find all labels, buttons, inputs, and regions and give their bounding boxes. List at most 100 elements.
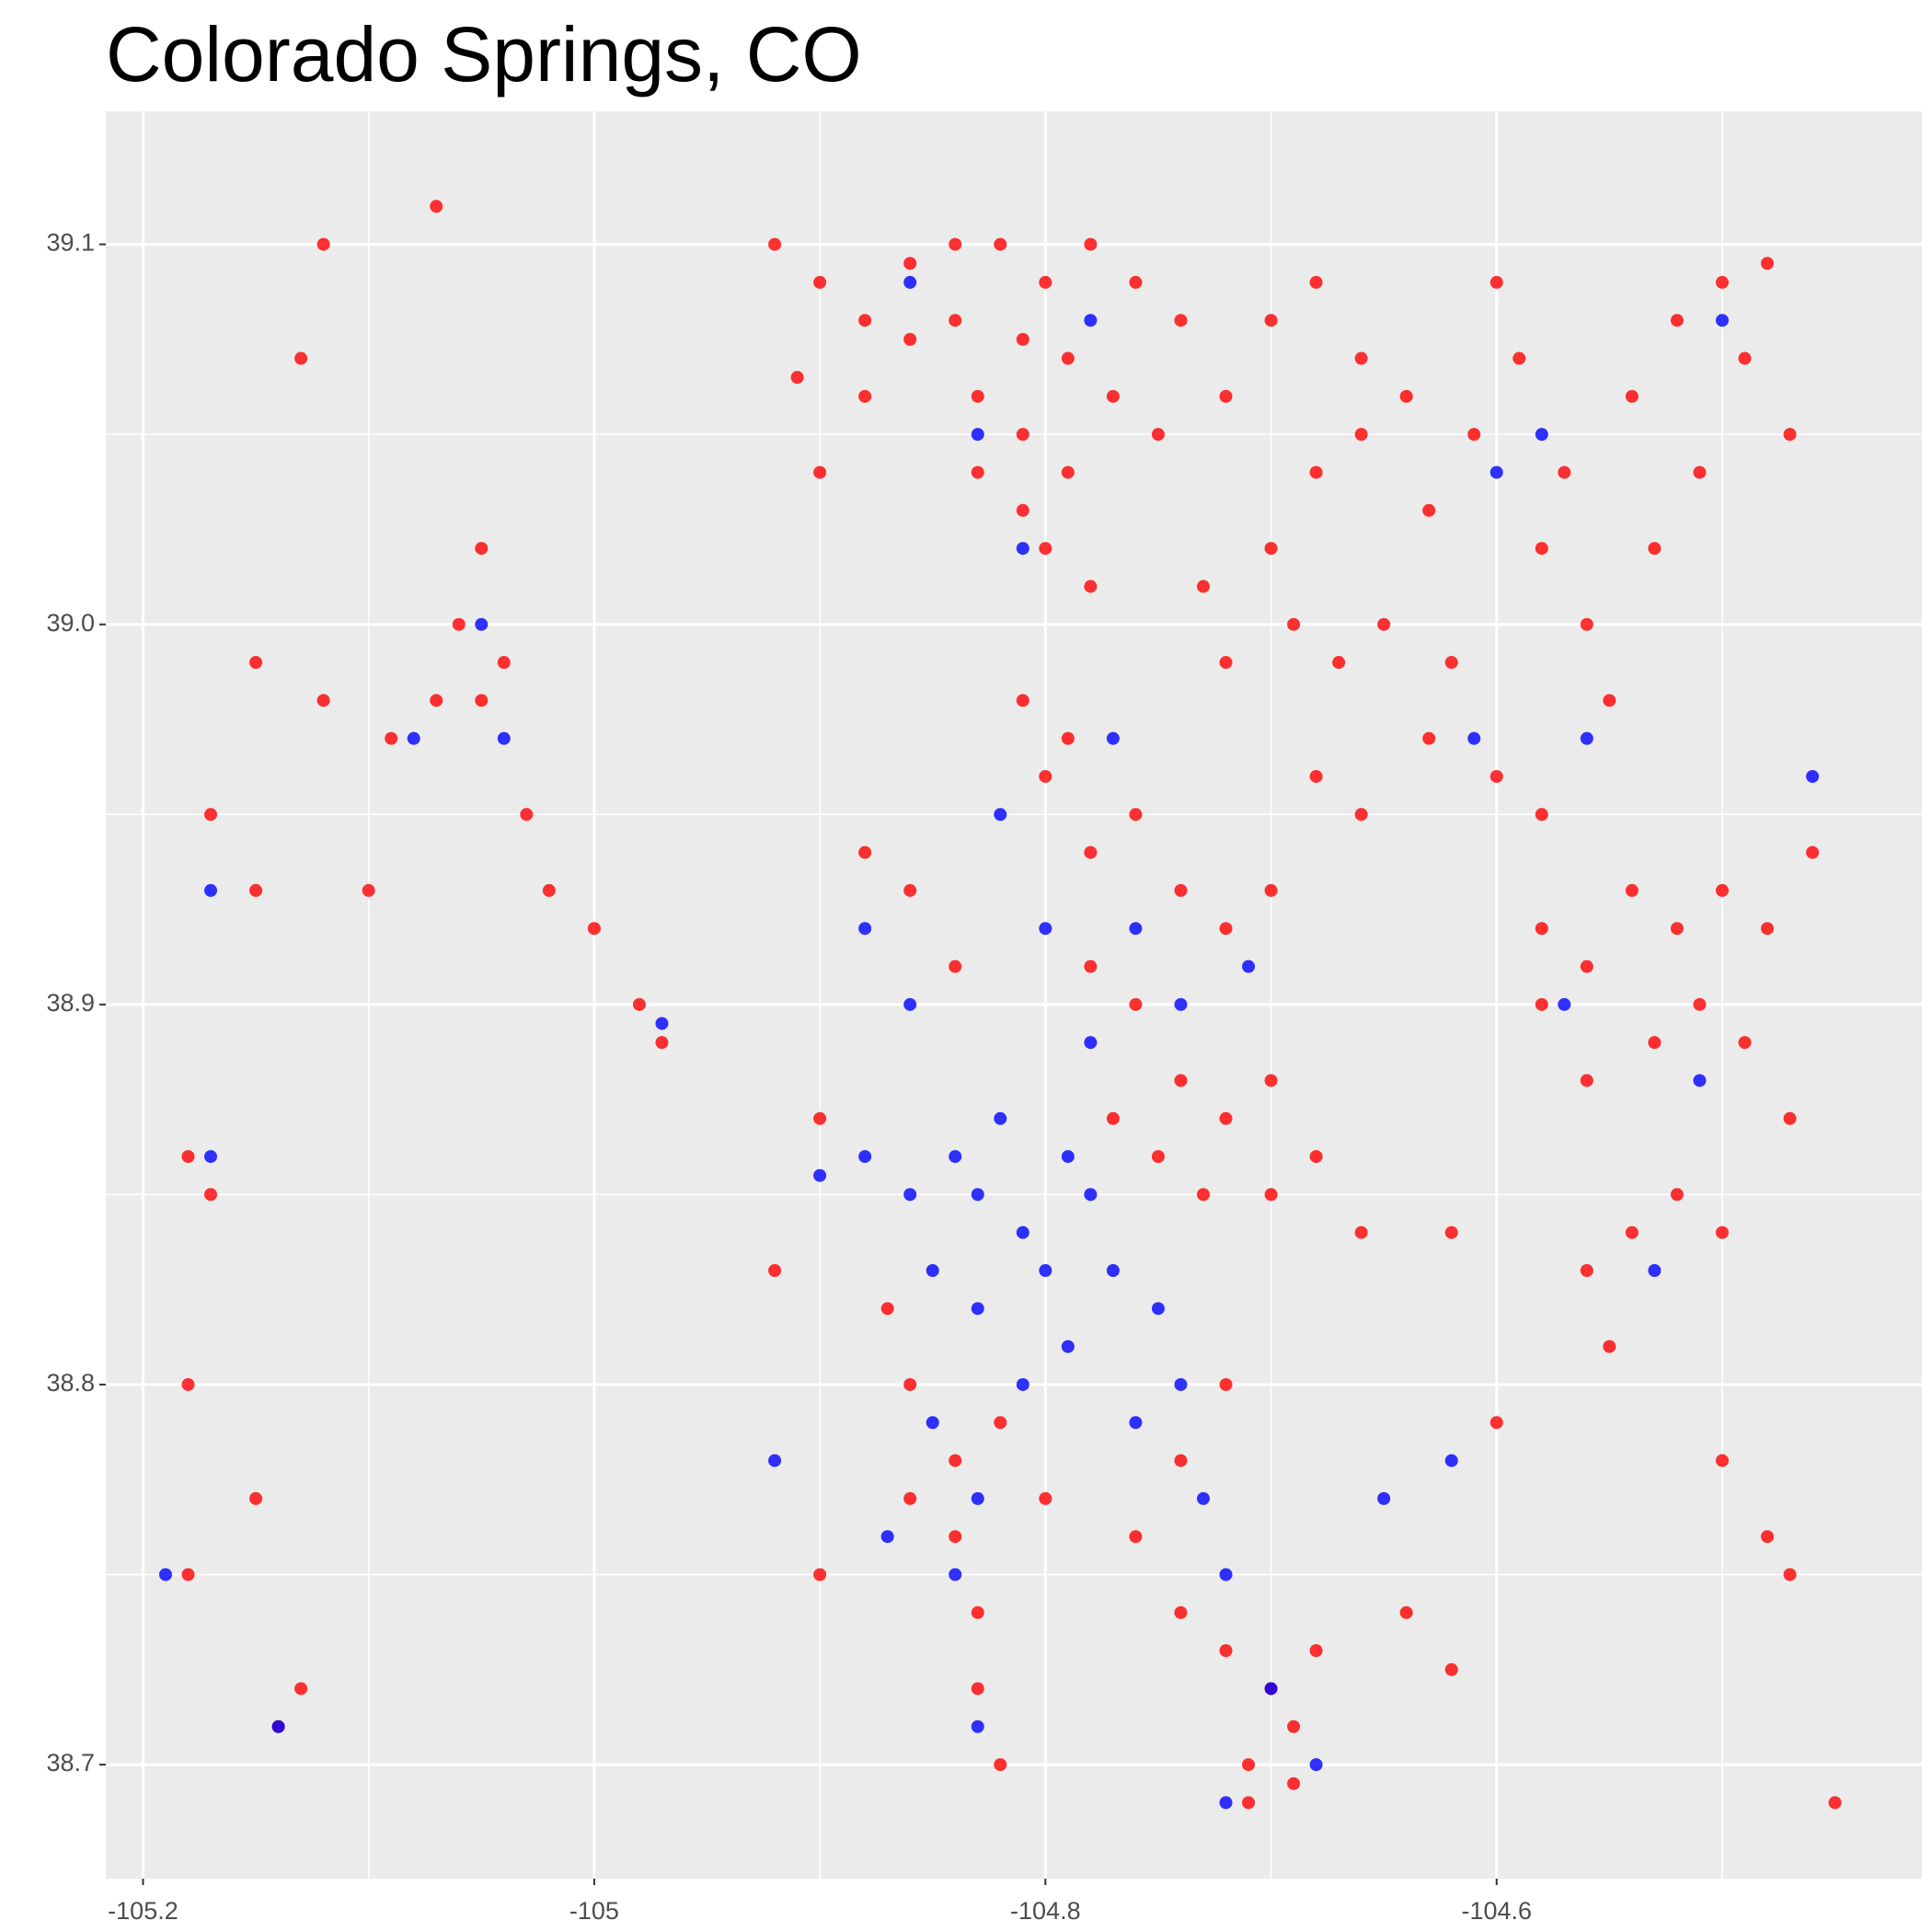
point (813, 275, 827, 289)
point (971, 1491, 984, 1505)
point (1670, 922, 1684, 936)
point (204, 808, 218, 822)
point (1084, 237, 1098, 251)
point (1761, 1530, 1775, 1544)
point (813, 466, 827, 479)
point (1174, 883, 1188, 897)
point (1242, 960, 1256, 973)
point (1399, 1605, 1413, 1619)
plot-panel (106, 111, 1922, 1879)
point (926, 1416, 939, 1430)
point (903, 1377, 917, 1391)
point (294, 1682, 308, 1696)
point (1535, 922, 1548, 936)
point (430, 694, 443, 707)
point (1783, 1568, 1797, 1581)
point (204, 1150, 218, 1164)
point (316, 237, 330, 251)
point (1806, 845, 1820, 859)
point (1174, 314, 1188, 328)
point (1489, 466, 1503, 479)
point (858, 922, 872, 936)
point (1535, 542, 1548, 556)
point (181, 1150, 195, 1164)
point (1332, 656, 1346, 670)
point (1242, 1796, 1256, 1810)
y-tick-label: 39.0 (46, 609, 95, 637)
point (1174, 997, 1188, 1011)
point (994, 1111, 1007, 1125)
point (385, 731, 398, 745)
point (1039, 922, 1052, 936)
point (1039, 275, 1052, 289)
point (1535, 997, 1548, 1011)
point (1219, 1111, 1233, 1125)
point (587, 922, 601, 936)
point (1354, 1225, 1368, 1239)
point (903, 257, 917, 270)
point (1287, 1719, 1301, 1733)
point (949, 1530, 962, 1544)
point (1512, 351, 1526, 365)
point (1084, 580, 1098, 593)
point (813, 1168, 827, 1182)
point (949, 1150, 962, 1164)
point (1196, 580, 1210, 593)
point (903, 332, 917, 346)
point (1715, 883, 1729, 897)
point (971, 1719, 984, 1733)
point (1444, 1662, 1458, 1676)
point (790, 371, 804, 385)
point (1016, 1377, 1029, 1391)
point (1084, 1188, 1098, 1202)
point (204, 883, 218, 897)
point (1648, 1264, 1662, 1278)
point (1489, 275, 1503, 289)
point (1377, 617, 1391, 631)
point (1783, 1111, 1797, 1125)
point (1219, 922, 1233, 936)
point (1039, 1491, 1052, 1505)
point (1580, 617, 1593, 631)
point (1061, 466, 1075, 479)
point (1174, 1605, 1188, 1619)
point (475, 542, 489, 556)
point (971, 389, 984, 403)
point (1670, 314, 1684, 328)
point (1444, 1225, 1458, 1239)
point (971, 466, 984, 479)
point (475, 617, 489, 631)
point (926, 1264, 939, 1278)
point (362, 883, 375, 897)
point (1489, 769, 1503, 783)
point (1039, 769, 1052, 783)
point (1444, 656, 1458, 670)
point (768, 237, 782, 251)
point (1129, 922, 1143, 936)
point (1016, 1225, 1029, 1239)
point (903, 883, 917, 897)
point (1309, 466, 1323, 479)
point (655, 1036, 669, 1050)
point (1354, 428, 1368, 442)
point (880, 1530, 894, 1544)
point (316, 694, 330, 707)
point (655, 1017, 669, 1030)
point (1016, 332, 1029, 346)
point (1738, 1036, 1752, 1050)
y-tick-label: 38.7 (46, 1749, 95, 1777)
point (1309, 769, 1323, 783)
point (1693, 1074, 1707, 1087)
point (858, 845, 872, 859)
point (1354, 351, 1368, 365)
point (1016, 542, 1029, 556)
point-series (158, 275, 1820, 1810)
point (1648, 1036, 1662, 1050)
point (1264, 314, 1278, 328)
x-tick-label: -104.8 (1010, 1897, 1081, 1925)
point-series (181, 200, 1842, 1810)
point (1196, 1491, 1210, 1505)
point (1648, 542, 1662, 556)
point (1106, 731, 1120, 745)
point (1016, 428, 1029, 442)
